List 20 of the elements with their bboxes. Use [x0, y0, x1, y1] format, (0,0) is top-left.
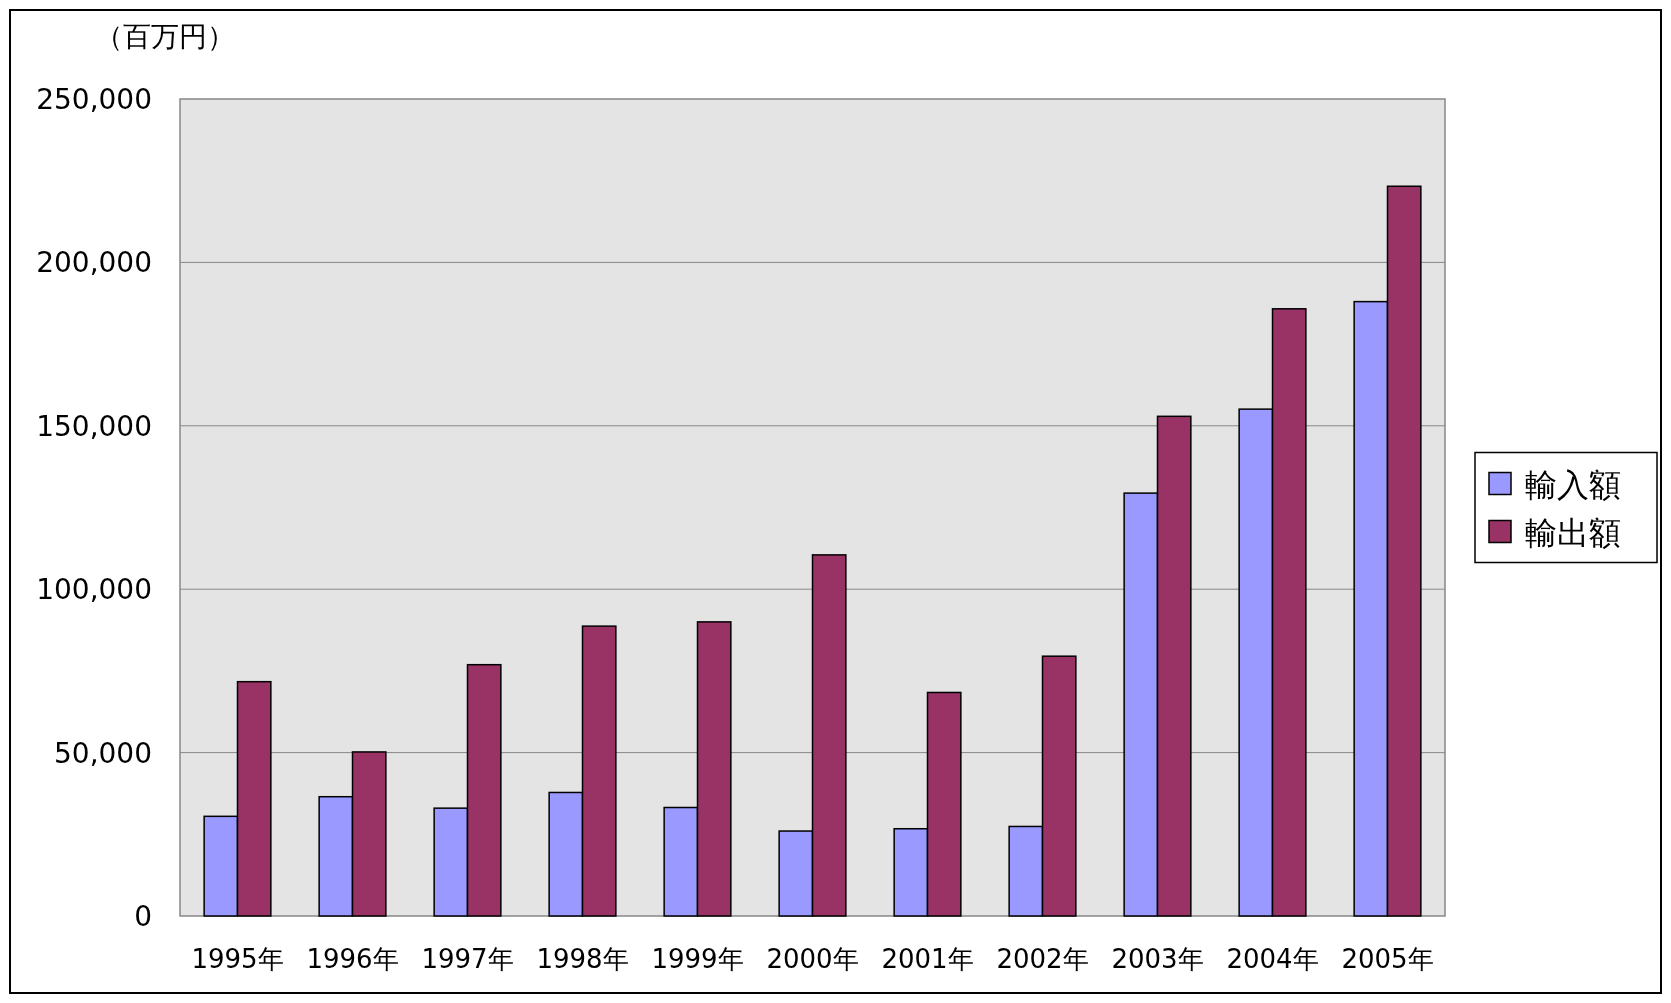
x-tick-label: 1997年 [421, 944, 514, 974]
x-tick-label: 1995年 [191, 944, 284, 974]
legend-label: 輸入額 [1525, 465, 1621, 504]
x-tick-label: 2001年 [881, 944, 974, 974]
x-tick-label: 2000年 [766, 944, 859, 974]
x-tick-label: 2004年 [1226, 944, 1319, 974]
y-tick-label: 200,000 [36, 246, 152, 280]
y-tick-label: 250,000 [36, 83, 152, 116]
legend-label: 輸出額 [1525, 513, 1621, 552]
x-tick-label: 2002年 [996, 944, 1089, 974]
y-tick-label: 0 [134, 900, 152, 933]
y-axis-title: （百万円） [95, 20, 235, 53]
y-tick-label: 150,000 [36, 409, 152, 443]
x-tick-label: 1996年 [306, 944, 399, 974]
x-tick-label: 2005年 [1341, 944, 1434, 974]
y-tick-label: 50,000 [54, 736, 152, 770]
x-tick-label: 2003年 [1111, 944, 1204, 974]
x-tick-label: 1998年 [536, 944, 629, 974]
x-tick-label: 1999年 [651, 944, 744, 974]
y-tick-label: 100,000 [36, 573, 152, 607]
